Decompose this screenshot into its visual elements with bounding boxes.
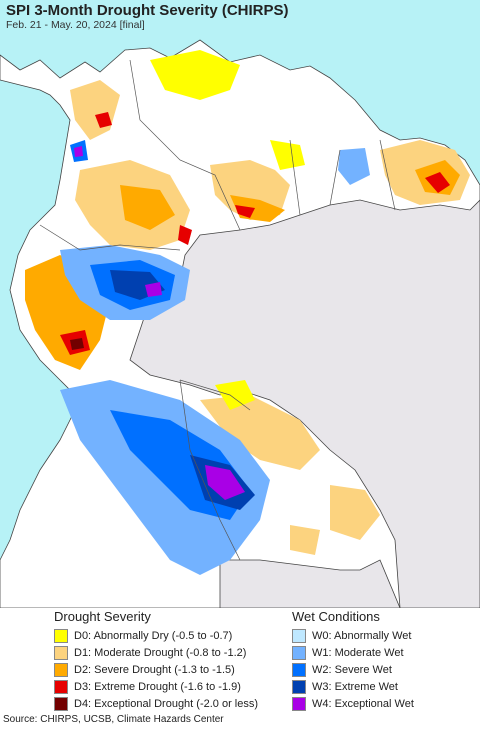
legend-wet-title: Wet Conditions <box>292 609 380 624</box>
legend-label: D3: Extreme Drought (-1.6 to -1.9) <box>74 680 241 693</box>
swatch-d1 <box>54 645 68 660</box>
legend-item-d3: D3: Extreme Drought (-1.6 to -1.9) <box>54 678 258 695</box>
legend-item-w4: W4: Exceptional Wet <box>292 695 414 712</box>
legend-drought-title: Drought Severity <box>54 609 151 624</box>
country-borders <box>39 59 396 561</box>
drought-map <box>0 0 480 608</box>
swatch-d0 <box>54 628 68 643</box>
map-title: SPI 3-Month Drought Severity (CHIRPS) <box>6 2 289 19</box>
source-credit: Source: CHIRPS, UCSB, Climate Hazards Ce… <box>3 714 224 725</box>
legend-label: D2: Severe Drought (-1.3 to -1.5) <box>74 663 235 676</box>
swatch-w2 <box>292 662 306 677</box>
drought-patches <box>25 50 470 555</box>
legend-label: W3: Extreme Wet <box>312 680 398 693</box>
legend-label: W2: Severe Wet <box>312 663 392 676</box>
legend-label: W4: Exceptional Wet <box>312 697 414 710</box>
swatch-d4 <box>54 696 68 711</box>
legend-drought: Drought Severity D0: Abnormally Dry (-0.… <box>54 608 258 712</box>
outside-region <box>129 199 480 608</box>
legend-item-w3: W3: Extreme Wet <box>292 678 414 695</box>
legend-item-d0: D0: Abnormally Dry (-0.5 to -0.7) <box>54 627 258 644</box>
legend-item-d2: D2: Severe Drought (-1.3 to -1.5) <box>54 661 258 678</box>
legend-wet: Wet Conditions W0: Abnormally Wet W1: Mo… <box>292 608 414 712</box>
legend-item-w2: W2: Severe Wet <box>292 661 414 678</box>
swatch-d3 <box>54 679 68 694</box>
legend-label: W0: Abnormally Wet <box>312 629 412 642</box>
legend-label: D0: Abnormally Dry (-0.5 to -0.7) <box>74 629 233 642</box>
legend-item-w0: W0: Abnormally Wet <box>292 627 414 644</box>
legend-item-d1: D1: Moderate Drought (-0.8 to -1.2) <box>54 644 258 661</box>
swatch-d2 <box>54 662 68 677</box>
map-subtitle: Feb. 21 - May. 20, 2024 [final] <box>6 19 145 31</box>
legend: Drought Severity D0: Abnormally Dry (-0.… <box>0 608 480 712</box>
swatch-w1 <box>292 645 306 660</box>
legend-label: D4: Exceptional Drought (-2.0 or less) <box>74 697 259 710</box>
swatch-w0 <box>292 628 306 643</box>
legend-item-d4: D4: Exceptional Drought (-2.0 or less) <box>54 695 258 712</box>
legend-label: W1: Moderate Wet <box>312 646 404 659</box>
swatch-w3 <box>292 679 306 694</box>
swatch-w4 <box>292 696 306 711</box>
legend-label: D1: Moderate Drought (-0.8 to -1.2) <box>74 646 247 659</box>
legend-item-w1: W1: Moderate Wet <box>292 644 414 661</box>
outside-south <box>219 559 401 608</box>
wet-patches <box>60 140 370 575</box>
